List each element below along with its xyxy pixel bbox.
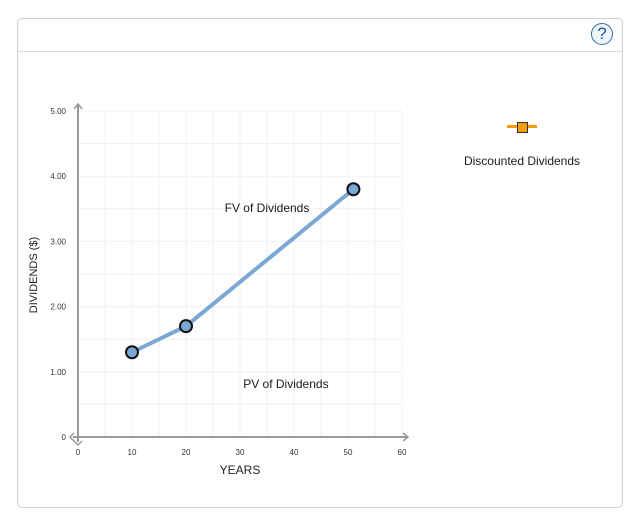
svg-text:2.00: 2.00 [50, 303, 66, 312]
svg-text:30: 30 [236, 448, 245, 457]
svg-text:5.00: 5.00 [50, 107, 66, 116]
help-button[interactable]: ? [591, 23, 613, 45]
data-point[interactable] [125, 345, 139, 360]
data-series [125, 182, 361, 360]
data-point[interactable] [179, 319, 193, 334]
x-axis-label: YEARS [220, 463, 261, 477]
panel-header: ? [18, 19, 622, 52]
svg-text:0: 0 [76, 448, 81, 457]
legend-marker-icon[interactable] [507, 120, 537, 134]
svg-text:4.00: 4.00 [50, 172, 66, 181]
legend-label: Discounted Dividends [463, 154, 581, 168]
svg-text:0: 0 [62, 433, 67, 442]
help-icon: ? [597, 24, 607, 43]
svg-text:20: 20 [182, 448, 191, 457]
annotation-label: FV of Dividends [225, 201, 310, 215]
y-axis-label: DIVIDENDS ($) [28, 237, 40, 313]
svg-text:50: 50 [344, 448, 353, 457]
svg-text:60: 60 [398, 448, 407, 457]
svg-text:40: 40 [290, 448, 299, 457]
annotation-label: PV of Dividends [243, 377, 328, 391]
svg-text:3.00: 3.00 [50, 237, 66, 246]
annotations: FV of Dividends PV of Dividends [225, 201, 329, 391]
grid [78, 110, 403, 437]
data-point[interactable] [346, 182, 361, 197]
graph-panel: ? [17, 18, 623, 508]
svg-text:1.00: 1.00 [50, 368, 66, 377]
axes [68, 102, 410, 447]
tick-labels: 0 10 20 30 40 50 60 0 1.00 2.00 3.00 4.00 5.00 [50, 107, 407, 457]
svg-text:10: 10 [128, 448, 137, 457]
legend: Discounted Dividends [452, 120, 592, 168]
